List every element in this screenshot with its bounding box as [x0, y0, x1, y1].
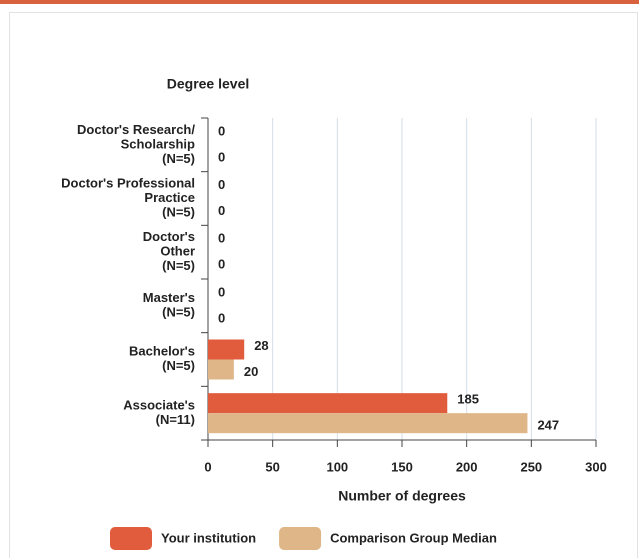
x-tick-label: 250 — [520, 459, 542, 474]
value-label: 0 — [218, 257, 225, 272]
y-tick-label: Doctor's — [143, 229, 195, 244]
bar — [208, 413, 528, 434]
y-tick-label: (N=11) — [156, 412, 195, 427]
y-tick-label: (N=5) — [162, 204, 195, 219]
value-label: 28 — [254, 338, 268, 353]
value-label: 0 — [218, 310, 225, 325]
y-tick-label: Associate's — [123, 397, 195, 412]
legend-label: Your institution — [161, 530, 256, 545]
value-label: 247 — [537, 418, 559, 433]
y-tick-label: Master's — [143, 290, 195, 305]
x-tick-label: 150 — [391, 459, 413, 474]
y-tick-label: (N=5) — [162, 305, 195, 320]
top-bar — [0, 0, 639, 4]
value-label: 20 — [244, 364, 258, 379]
y-tick-label: Doctor's Professional — [61, 175, 195, 190]
y-tick-label: (N=5) — [162, 151, 195, 166]
legend-swatch — [279, 527, 322, 550]
y-tick-label: Practice — [144, 190, 195, 205]
legend-swatch — [110, 527, 152, 550]
value-label: 0 — [218, 149, 225, 164]
value-label: 0 — [218, 123, 225, 138]
value-label: 185 — [457, 392, 479, 407]
value-label: 0 — [218, 177, 225, 192]
x-tick-label: 0 — [204, 459, 211, 474]
value-label: 0 — [218, 203, 225, 218]
y-tick-label: Scholarship — [121, 136, 195, 151]
bar — [208, 393, 448, 414]
panel-border — [9, 12, 638, 558]
x-tick-label: 300 — [585, 459, 607, 474]
y-tick-label: (N=5) — [162, 258, 195, 273]
y-tick-label: Other — [160, 244, 195, 259]
x-axis-label: Number of degrees — [338, 488, 466, 504]
x-tick-label: 200 — [456, 459, 478, 474]
bar — [208, 339, 245, 360]
x-tick-label: 50 — [265, 459, 279, 474]
value-label: 0 — [218, 231, 225, 246]
bar — [208, 359, 234, 380]
chart-title: Degree level — [167, 76, 250, 92]
y-tick-label: (N=5) — [162, 358, 195, 373]
legend-label: Comparison Group Median — [330, 530, 497, 545]
y-tick-label: Doctor's Research/ — [77, 122, 195, 137]
y-tick-label: Bachelor's — [129, 344, 195, 359]
x-tick-label: 100 — [326, 459, 348, 474]
value-label: 0 — [218, 284, 225, 299]
